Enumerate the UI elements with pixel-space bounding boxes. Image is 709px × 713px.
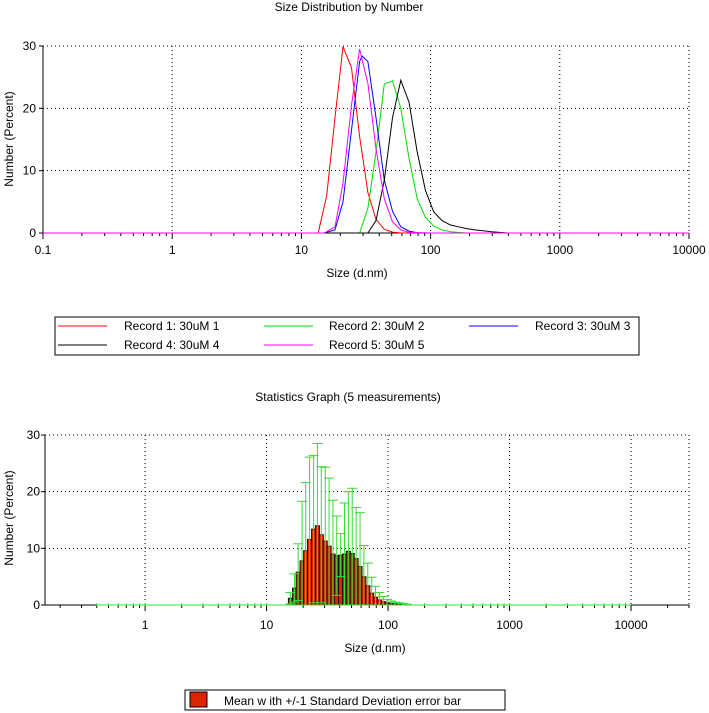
chart2-y-tick-label: 0 — [33, 598, 40, 612]
chart2-legend: Mean w ith +/-1 Standard Deviation error… — [184, 689, 506, 711]
chart2-x-tick-label: 100 — [378, 618, 398, 632]
chart2-y-tick-label: 30 — [27, 428, 41, 442]
chart1-series-line-3 — [43, 55, 689, 234]
chart2-bar — [338, 554, 344, 606]
chart2-bar — [303, 550, 309, 606]
chart1-x-tick-label: 10000 — [672, 243, 706, 257]
chart2-x-tick-label: 1000 — [496, 618, 523, 632]
chart2-y-ticks: 0 10 20 30 — [27, 428, 41, 612]
chart1-x-tick-label: 1 — [169, 243, 176, 257]
chart2-bar — [311, 528, 317, 606]
chart2-y-tick-label: 20 — [27, 485, 41, 499]
chart1-y-tick-label: 20 — [23, 101, 37, 115]
chart1-x-tick-label: 10 — [295, 243, 309, 257]
chart2-title: Statistics Graph (5 measurements) — [255, 390, 440, 404]
chart1-y-tick-label: 0 — [29, 226, 36, 240]
chart1-x-tick-label: 100 — [421, 243, 441, 257]
chart2-bar — [384, 602, 390, 606]
chart2-legend-swatch — [189, 691, 208, 708]
chart2-bar — [295, 571, 301, 606]
chart2-bar — [318, 534, 324, 606]
chart1-legend-label-2: Record 2: 30uM 2 — [329, 319, 425, 333]
chart2-bar — [357, 566, 363, 606]
chart1-x-tick-label: 1000 — [546, 243, 573, 257]
chart2-bar — [287, 597, 293, 606]
chart2-bar — [349, 553, 355, 606]
chart2-bar — [392, 603, 398, 606]
chart2-x-tick-label: 10000 — [614, 618, 648, 632]
chart1-legend-label-1: Record 1: 30uM 1 — [124, 319, 220, 333]
chart2-bar — [376, 599, 382, 606]
chart1-legend-box — [54, 316, 640, 356]
chart2-bar — [388, 602, 394, 606]
chart1-axes — [39, 45, 690, 239]
chart1-x-axis-label: Size (d.nm) — [326, 266, 387, 280]
chart2-bars — [287, 525, 409, 606]
chart2-x-axis-label: Size (d.nm) — [344, 641, 405, 655]
chart2-y-axis-label: Number (Percent) — [2, 470, 16, 565]
chart1-legend-label-5: Record 5: 30uM 5 — [329, 338, 425, 352]
chart2-legend-label: Mean w ith +/-1 Standard Deviation error… — [224, 694, 461, 708]
chart1-legend: Record 1: 30uM 1 Record 2: 30uM 2 Record 3… — [54, 316, 640, 356]
chart1-x-tick-label: 0.1 — [35, 243, 52, 257]
chart2-y-tick-label: 10 — [27, 541, 41, 555]
chart1-series-line-2 — [43, 80, 689, 234]
chart2-bar — [314, 525, 320, 606]
chart1-x-ticks: 0.1 1 10 100 1000 10000 — [35, 243, 706, 257]
chart1-legend-label-3: Record 3: 30uM 3 — [535, 319, 631, 333]
chart2-bar — [345, 550, 351, 606]
chart2-bar — [365, 585, 371, 606]
chart2-bar — [396, 603, 402, 606]
chart2-bar — [334, 555, 340, 606]
chart1-y-ticks: 0 10 20 30 — [23, 39, 37, 240]
chart1-y-axis-label: Number (Percent) — [2, 91, 16, 186]
chart1-y-tick-label: 10 — [23, 164, 37, 178]
chart2-bar — [341, 553, 347, 606]
chart2-axes — [41, 434, 690, 611]
chart1-series-line-1 — [43, 46, 689, 234]
size-distribution-chart: Size Distribution by Number 0.1 1 10 100 100… — [2, 0, 706, 356]
chart2-bar — [372, 596, 378, 606]
chart1-series-line-4 — [43, 78, 689, 234]
chart2-bar — [353, 558, 359, 606]
chart1-series-line-5 — [43, 48, 689, 234]
chart2-bar — [361, 576, 367, 606]
chart1-y-tick-label: 30 — [23, 39, 37, 53]
chart2-grid — [45, 434, 689, 605]
chart1-legend-label-4: Record 4: 30uM 4 — [124, 338, 220, 352]
chart2-error-bars — [96, 443, 632, 606]
chart2-bar — [307, 538, 313, 606]
chart2-bar — [322, 540, 328, 606]
chart2-x-tick-label: 10 — [260, 618, 274, 632]
chart2-bar — [330, 553, 336, 606]
chart1-title: Size Distribution by Number — [275, 0, 424, 14]
chart2-bar — [292, 587, 298, 606]
chart2-bar — [400, 604, 406, 606]
chart2-legend-box — [184, 689, 506, 711]
chart2-x-tick-label: 1 — [142, 618, 149, 632]
chart2-bar — [369, 592, 375, 606]
chart2-x-ticks: 1 10 100 1000 10000 — [142, 618, 648, 632]
chart1-series — [43, 46, 689, 234]
chart2-bar — [326, 545, 332, 606]
chart2-bar — [380, 601, 386, 606]
chart2-bar — [299, 560, 305, 606]
